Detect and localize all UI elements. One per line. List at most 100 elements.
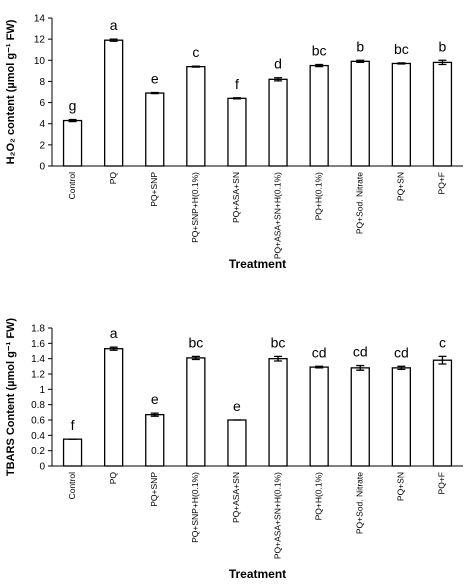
- error-bar: [191, 65, 200, 68]
- x-tick-label: PQ: [108, 472, 118, 485]
- significance-letter: cd: [312, 344, 327, 360]
- significance-letter: g: [69, 97, 77, 113]
- bar: [227, 419, 247, 467]
- significance-letter: f: [71, 417, 75, 433]
- y-tick-label: 2: [39, 140, 45, 151]
- y-tick-label: 0.4: [31, 431, 45, 442]
- bar: [145, 413, 165, 467]
- y-tick-label: 12: [34, 35, 46, 46]
- bar: [104, 39, 124, 167]
- error-bar: [109, 38, 118, 42]
- bar: [62, 119, 83, 167]
- error-bar: [68, 118, 77, 123]
- y-tick-label: 1.8: [31, 324, 45, 335]
- error-bar: [438, 59, 447, 66]
- significance-letter: e: [233, 398, 241, 414]
- bar: [227, 97, 247, 167]
- error-bar: [274, 77, 283, 82]
- x-tick-label: PQ+H(0.1%): [313, 472, 323, 521]
- significance-letter: e: [151, 71, 159, 87]
- significance-letter: e: [151, 391, 159, 407]
- y-tick-label: 0: [39, 462, 45, 473]
- significance-letter: a: [110, 325, 118, 341]
- significance-letter: f: [235, 76, 239, 92]
- y-tick-label: 6: [39, 98, 45, 109]
- error-bar: [191, 355, 200, 361]
- y-tick-label: 1.4: [31, 354, 45, 365]
- bar: [145, 92, 165, 167]
- error-bar: [315, 63, 324, 68]
- bar: [391, 367, 412, 467]
- y-axis-label: H₂O₂ content (µmol g⁻¹ FW): [5, 19, 17, 164]
- bar: [104, 348, 124, 467]
- y-tick-label: 1.2: [31, 370, 45, 381]
- x-tick-label: PQ+ASA+SN: [231, 472, 241, 523]
- bar: [350, 367, 370, 467]
- error-bar: [150, 91, 159, 95]
- x-tick-label: PQ+ASA+SN: [231, 172, 241, 223]
- x-tick-label: Control: [67, 472, 77, 500]
- bar: [432, 61, 453, 167]
- x-tick-label: PQ+F: [437, 172, 447, 194]
- error-bar: [397, 62, 406, 65]
- x-tick-label: PQ+SNP+H(0.1%): [190, 172, 200, 243]
- x-tick-label: PQ+Sod. Nitrate: [355, 472, 365, 534]
- x-tick-label: PQ+F: [437, 472, 447, 494]
- y-tick-label: 0.6: [31, 416, 45, 427]
- x-axis-label: Treatment: [229, 257, 286, 271]
- x-tick-label: PQ+SNP: [149, 472, 159, 507]
- x-tick-label: Control: [67, 172, 77, 200]
- significance-letter: a: [110, 17, 118, 33]
- bar: [186, 357, 206, 467]
- x-tick-label: PQ+ASA+SN+H(0.1%): [272, 472, 282, 559]
- bar: [432, 359, 453, 467]
- error-bar: [109, 346, 118, 351]
- significance-letter: bc: [271, 334, 286, 350]
- bar: [186, 65, 206, 167]
- significance-letter: bc: [312, 43, 327, 59]
- y-axis-label: TBARS Content (µmol g⁻¹ FW): [5, 318, 17, 477]
- bar: [350, 60, 370, 167]
- significance-letter: bc: [188, 334, 203, 350]
- x-tick-label: PQ+H(0.1%): [313, 172, 323, 221]
- significance-letter: b: [439, 38, 447, 54]
- significance-letter: cd: [353, 344, 368, 360]
- error-bar: [356, 59, 365, 64]
- bar: [62, 438, 83, 467]
- error-bar: [274, 355, 283, 362]
- y-tick-label: 1.6: [31, 339, 45, 350]
- x-tick-label: PQ+ASA+SN+H(0.1%): [272, 172, 282, 259]
- error-bar: [438, 355, 447, 365]
- significance-letter: b: [356, 38, 364, 54]
- significance-letter: d: [274, 56, 282, 72]
- x-tick-label: PQ+SNP: [149, 172, 159, 207]
- y-tick-label: 0: [39, 162, 45, 173]
- error-bar: [232, 97, 241, 100]
- x-tick-label: PQ+Sod. Nitrate: [355, 172, 365, 234]
- bar: [391, 62, 412, 167]
- significance-letter: bc: [394, 41, 409, 57]
- significance-letter: c: [192, 44, 199, 60]
- error-bar: [397, 365, 406, 371]
- bar: [268, 358, 288, 467]
- x-tick-label: PQ+SNP+H(0.1%): [190, 472, 200, 543]
- bar: [309, 64, 329, 167]
- error-bar: [315, 365, 324, 369]
- y-tick-label: 14: [34, 14, 46, 25]
- x-axis-label: Treatment: [229, 567, 286, 581]
- x-tick-label: PQ+SN: [396, 172, 406, 201]
- significance-letter: c: [439, 334, 446, 350]
- y-tick-label: 0.2: [31, 446, 45, 457]
- y-tick-label: 0.8: [31, 400, 45, 411]
- y-tick-label: 10: [34, 56, 46, 67]
- x-tick-label: PQ: [108, 172, 118, 185]
- bar: [309, 366, 329, 467]
- x-tick-label: PQ+SN: [396, 472, 406, 501]
- significance-letter: cd: [394, 344, 409, 360]
- bar: [268, 78, 288, 167]
- y-tick-label: 8: [39, 77, 45, 88]
- y-tick-label: 4: [39, 119, 45, 130]
- error-bar: [150, 412, 159, 417]
- error-bar: [356, 364, 365, 371]
